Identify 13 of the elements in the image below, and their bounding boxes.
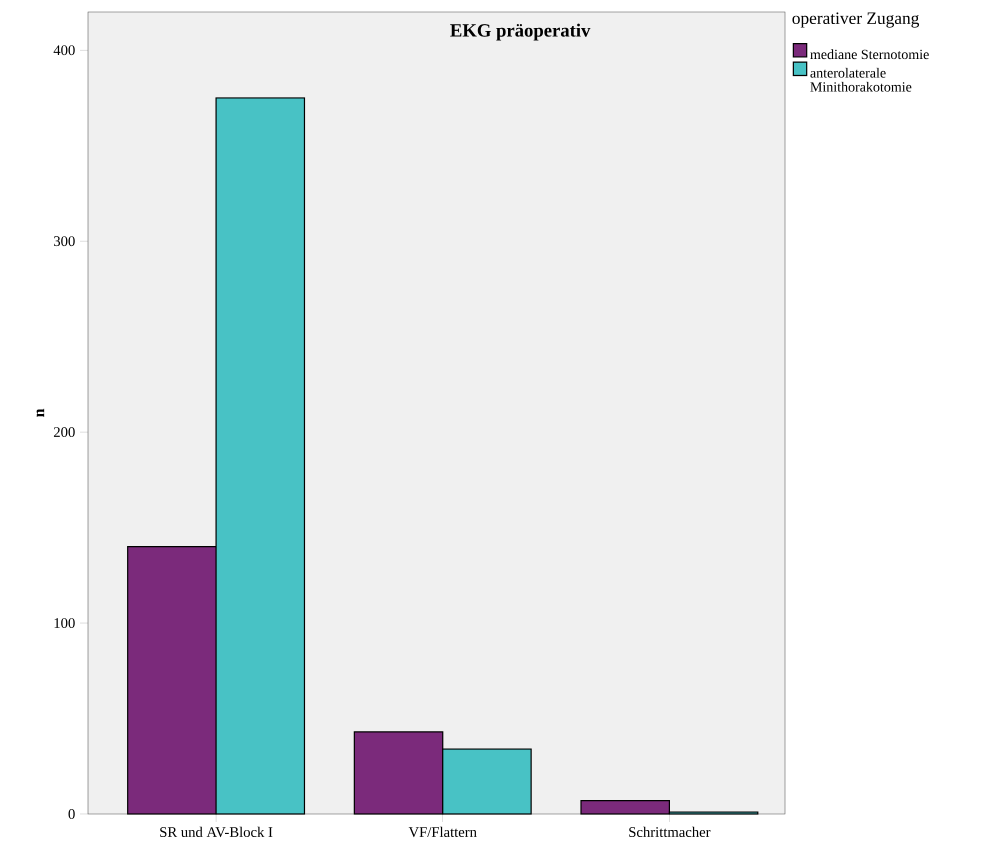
x-tick-label: VF/Flattern	[408, 826, 477, 838]
y-tick-label: 0	[68, 809, 75, 819]
y-tick-label: 100	[54, 618, 75, 628]
legend-label: anterolaterale Minithorakotomie	[810, 68, 912, 92]
x-tick-label: Schrittmacher	[629, 826, 710, 838]
y-tick-label: 400	[54, 45, 75, 56]
x-tick-label: SR und AV-Block I	[160, 826, 272, 838]
y-tick-label: 300	[54, 236, 75, 246]
y-axis-title: n	[36, 408, 44, 417]
y-tick-label: 200	[54, 427, 75, 438]
legend-title: operativer Zugang	[792, 12, 920, 28]
text: EKG präoperativ	[450, 24, 590, 41]
legend-label: mediane Sternotomie	[810, 49, 929, 60]
